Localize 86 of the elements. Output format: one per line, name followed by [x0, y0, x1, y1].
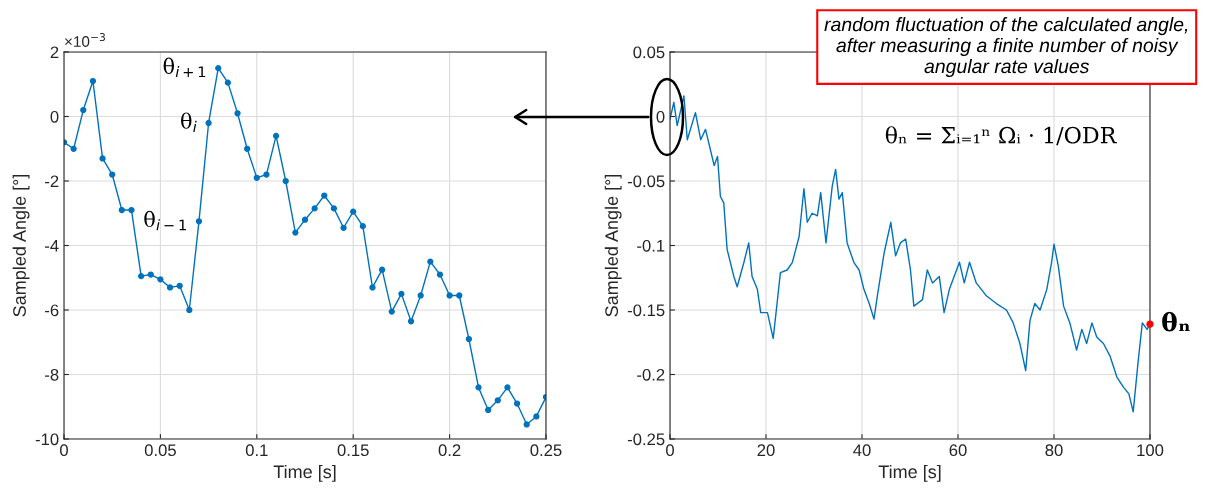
point [118, 206, 125, 214]
point [166, 284, 174, 291]
point [456, 292, 463, 299]
y-tick-label: 0 [656, 110, 665, 123]
x-tick-label: 0.15 [337, 444, 369, 457]
x-tick-label: 0 [666, 444, 674, 457]
annotation: θ$_{i}$ [181, 112, 197, 132]
annotation: θₙ = Σᵢ₌₁ⁿ Ωᵢ · 1/ODR [885, 126, 1117, 146]
x-tick-label: 0 [60, 444, 68, 457]
x-tick-label: 100 [1137, 444, 1164, 457]
point [388, 308, 395, 315]
point [407, 318, 415, 325]
y-tick-label: -8 [45, 368, 59, 381]
point [253, 174, 260, 181]
y-axis-title: Sampled Angle [°] [604, 174, 622, 317]
y-tick-label: -0.25 [627, 433, 665, 446]
point [417, 292, 424, 299]
point [533, 413, 540, 420]
y-tick-label: 2 [50, 46, 59, 59]
point [263, 171, 270, 178]
point [485, 406, 492, 414]
point [234, 110, 241, 117]
y-tick-label: -0.1 [637, 239, 665, 252]
y-tick-label: -0.15 [627, 304, 665, 317]
y-tick-label: -0.2 [637, 368, 665, 381]
y-tick-label: -0.05 [627, 175, 665, 188]
y-tick-label: -6 [45, 304, 59, 317]
x-tick-label: 0.1 [245, 444, 268, 457]
x-tick-label: 0.25 [530, 444, 562, 457]
point [292, 229, 299, 236]
point [475, 384, 482, 391]
x-axis-title: Time [s] [878, 464, 941, 482]
text: ×10$^{−3}$ [65, 32, 105, 47]
point [369, 284, 376, 291]
point [147, 271, 154, 278]
annotation: θ$_{i−1}$ [144, 210, 186, 231]
point [504, 384, 511, 391]
point [186, 306, 193, 314]
point [436, 271, 444, 278]
point [195, 218, 203, 225]
point [205, 119, 212, 127]
x-tick-label: 20 [757, 444, 775, 457]
point [378, 266, 386, 273]
point [224, 79, 232, 86]
y-tick-label: -2 [45, 175, 59, 188]
point [282, 177, 289, 185]
point [244, 145, 251, 152]
y-tick-label: 0.05 [633, 46, 665, 59]
y-axis-title: Sampled Angle [°] [12, 174, 30, 317]
y-tick-label: 0 [50, 110, 59, 123]
point [523, 421, 530, 428]
point [70, 145, 77, 152]
x-tick-label: 60 [949, 444, 967, 457]
point [398, 290, 405, 298]
point [128, 206, 135, 214]
point [427, 258, 434, 265]
point [321, 192, 328, 199]
point [99, 155, 106, 162]
point [330, 205, 338, 212]
x-tick-label: 0.2 [438, 444, 461, 457]
point [513, 400, 521, 407]
point [311, 205, 318, 212]
x-tick-label: 0.05 [144, 444, 176, 457]
point [109, 171, 116, 178]
point [301, 216, 309, 223]
annotation: θₙ [1162, 311, 1190, 332]
point [176, 282, 183, 289]
point [215, 64, 222, 72]
x-tick-label: 40 [853, 444, 871, 457]
point [80, 106, 87, 114]
x-axis-title: Time [s] [273, 464, 336, 482]
x-tick-label: 80 [1045, 444, 1063, 457]
point [340, 224, 347, 231]
point [494, 397, 501, 404]
point [350, 208, 357, 215]
annotation: random fluctuation of the calculated angle, after measuring a finite number of noisy angular rate values [824, 17, 1188, 78]
point [465, 335, 473, 343]
point [157, 276, 164, 283]
point [272, 132, 280, 139]
point [89, 77, 97, 85]
y-tick-label: -4 [45, 240, 59, 252]
point [446, 292, 453, 299]
point [359, 223, 366, 230]
annotation: θ$_{i+1}$ [163, 57, 206, 78]
y-tick-label: -10 [35, 433, 59, 446]
point [137, 273, 145, 280]
